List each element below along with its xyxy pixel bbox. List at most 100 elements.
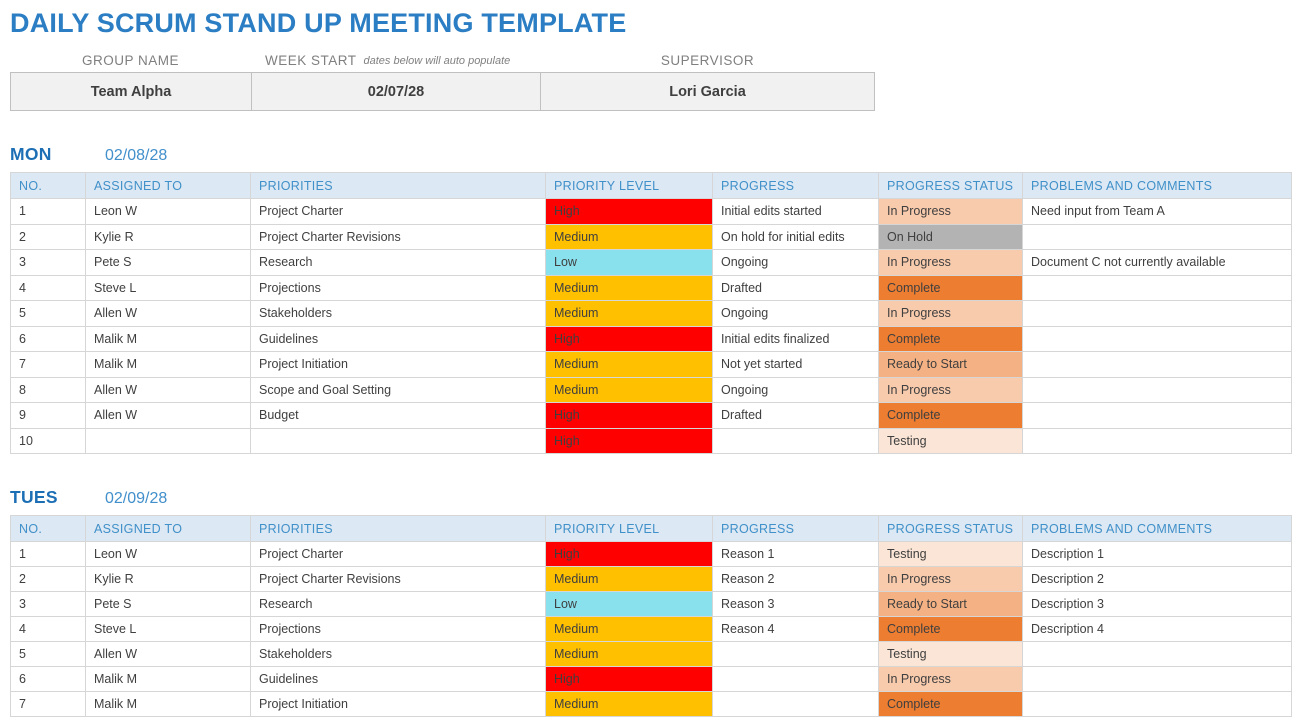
cell-no[interactable]: 2 [10,566,86,592]
week-start-value-cell[interactable]: 02/07/28 [251,73,540,110]
cell-progress[interactable]: Ongoing [712,249,879,276]
cell-no[interactable]: 3 [10,591,86,617]
cell-assigned-to[interactable]: Malik M [85,351,251,378]
cell-progress[interactable]: Reason 3 [712,591,879,617]
cell-priorities[interactable]: Research [250,591,546,617]
cell-assigned-to[interactable]: Allen W [85,641,251,667]
cell-priorities[interactable]: Project Charter [250,198,546,225]
cell-priority-level[interactable]: Medium [545,223,713,250]
cell-progress[interactable]: Ongoing [712,376,879,403]
cell-problems-comments[interactable] [1022,402,1292,429]
cell-priority-level[interactable]: High [545,666,713,692]
cell-problems-comments[interactable] [1022,427,1292,454]
cell-progress-status[interactable]: In Progress [878,300,1023,327]
cell-problems-comments[interactable] [1022,325,1292,352]
cell-no[interactable]: 4 [10,274,86,301]
cell-no[interactable]: 3 [10,249,86,276]
cell-problems-comments[interactable] [1022,274,1292,301]
cell-progress[interactable]: Drafted [712,274,879,301]
cell-priority-level[interactable]: Medium [545,351,713,378]
cell-priorities[interactable]: Stakeholders [250,300,546,327]
cell-priority-level[interactable]: Medium [545,691,713,717]
cell-priorities[interactable]: Projections [250,274,546,301]
cell-progress-status[interactable]: In Progress [878,666,1023,692]
cell-priorities[interactable]: Guidelines [250,325,546,352]
cell-progress[interactable]: Reason 2 [712,566,879,592]
cell-assigned-to[interactable]: Leon W [85,198,251,225]
cell-problems-comments[interactable] [1022,351,1292,378]
cell-no[interactable]: 7 [10,691,86,717]
cell-assigned-to[interactable]: Malik M [85,325,251,352]
cell-progress[interactable] [712,641,879,667]
cell-assigned-to[interactable]: Malik M [85,691,251,717]
cell-priority-level[interactable]: Medium [545,616,713,642]
cell-priority-level[interactable]: High [545,198,713,225]
cell-assigned-to[interactable]: Leon W [85,541,251,567]
cell-no[interactable]: 8 [10,376,86,403]
cell-progress-status[interactable]: In Progress [878,376,1023,403]
cell-priorities[interactable]: Scope and Goal Setting [250,376,546,403]
cell-priorities[interactable]: Projections [250,616,546,642]
cell-problems-comments[interactable]: Need input from Team A [1022,198,1292,225]
cell-priority-level[interactable]: High [545,541,713,567]
cell-no[interactable]: 6 [10,325,86,352]
cell-progress[interactable] [712,427,879,454]
cell-progress[interactable]: Not yet started [712,351,879,378]
cell-priorities[interactable]: Project Charter [250,541,546,567]
cell-no[interactable]: 4 [10,616,86,642]
cell-problems-comments[interactable] [1022,666,1292,692]
cell-progress[interactable]: On hold for initial edits [712,223,879,250]
cell-progress-status[interactable]: Complete [878,691,1023,717]
cell-priority-level[interactable]: Medium [545,641,713,667]
cell-progress[interactable] [712,691,879,717]
cell-problems-comments[interactable]: Document C not currently available [1022,249,1292,276]
cell-assigned-to[interactable]: Kylie R [85,566,251,592]
cell-priority-level[interactable]: High [545,427,713,454]
cell-priorities[interactable]: Research [250,249,546,276]
cell-progress-status[interactable]: On Hold [878,223,1023,250]
cell-priority-level[interactable]: Low [545,249,713,276]
cell-progress-status[interactable]: In Progress [878,249,1023,276]
cell-priorities[interactable]: Project Charter Revisions [250,223,546,250]
cell-priority-level[interactable]: Low [545,591,713,617]
cell-progress-status[interactable]: Testing [878,641,1023,667]
cell-assigned-to[interactable]: Kylie R [85,223,251,250]
cell-assigned-to[interactable]: Malik M [85,666,251,692]
cell-assigned-to[interactable]: Steve L [85,274,251,301]
cell-progress-status[interactable]: Complete [878,274,1023,301]
cell-no[interactable]: 7 [10,351,86,378]
cell-progress-status[interactable]: Ready to Start [878,591,1023,617]
cell-assigned-to[interactable]: Pete S [85,249,251,276]
cell-progress-status[interactable]: Complete [878,325,1023,352]
cell-no[interactable]: 1 [10,198,86,225]
cell-assigned-to[interactable]: Allen W [85,376,251,403]
cell-progress-status[interactable]: In Progress [878,566,1023,592]
cell-priority-level[interactable]: High [545,402,713,429]
cell-progress[interactable] [712,666,879,692]
cell-priorities[interactable] [250,427,546,454]
cell-progress-status[interactable]: Ready to Start [878,351,1023,378]
cell-progress[interactable]: Reason 1 [712,541,879,567]
cell-progress-status[interactable]: In Progress [878,198,1023,225]
cell-assigned-to[interactable]: Steve L [85,616,251,642]
cell-assigned-to[interactable]: Pete S [85,591,251,617]
cell-assigned-to[interactable] [85,427,251,454]
cell-problems-comments[interactable] [1022,691,1292,717]
cell-progress-status[interactable]: Complete [878,616,1023,642]
cell-priorities[interactable]: Project Initiation [250,351,546,378]
cell-priorities[interactable]: Budget [250,402,546,429]
cell-progress[interactable]: Initial edits started [712,198,879,225]
cell-assigned-to[interactable]: Allen W [85,402,251,429]
cell-progress[interactable]: Reason 4 [712,616,879,642]
cell-problems-comments[interactable]: Description 3 [1022,591,1292,617]
cell-priorities[interactable]: Project Initiation [250,691,546,717]
cell-problems-comments[interactable]: Description 4 [1022,616,1292,642]
cell-priority-level[interactable]: Medium [545,566,713,592]
cell-priority-level[interactable]: High [545,325,713,352]
cell-no[interactable]: 5 [10,300,86,327]
cell-assigned-to[interactable]: Allen W [85,300,251,327]
group-name-value-cell[interactable]: Team Alpha [90,83,172,100]
cell-priorities[interactable]: Project Charter Revisions [250,566,546,592]
cell-no[interactable]: 10 [10,427,86,454]
cell-problems-comments[interactable] [1022,641,1292,667]
